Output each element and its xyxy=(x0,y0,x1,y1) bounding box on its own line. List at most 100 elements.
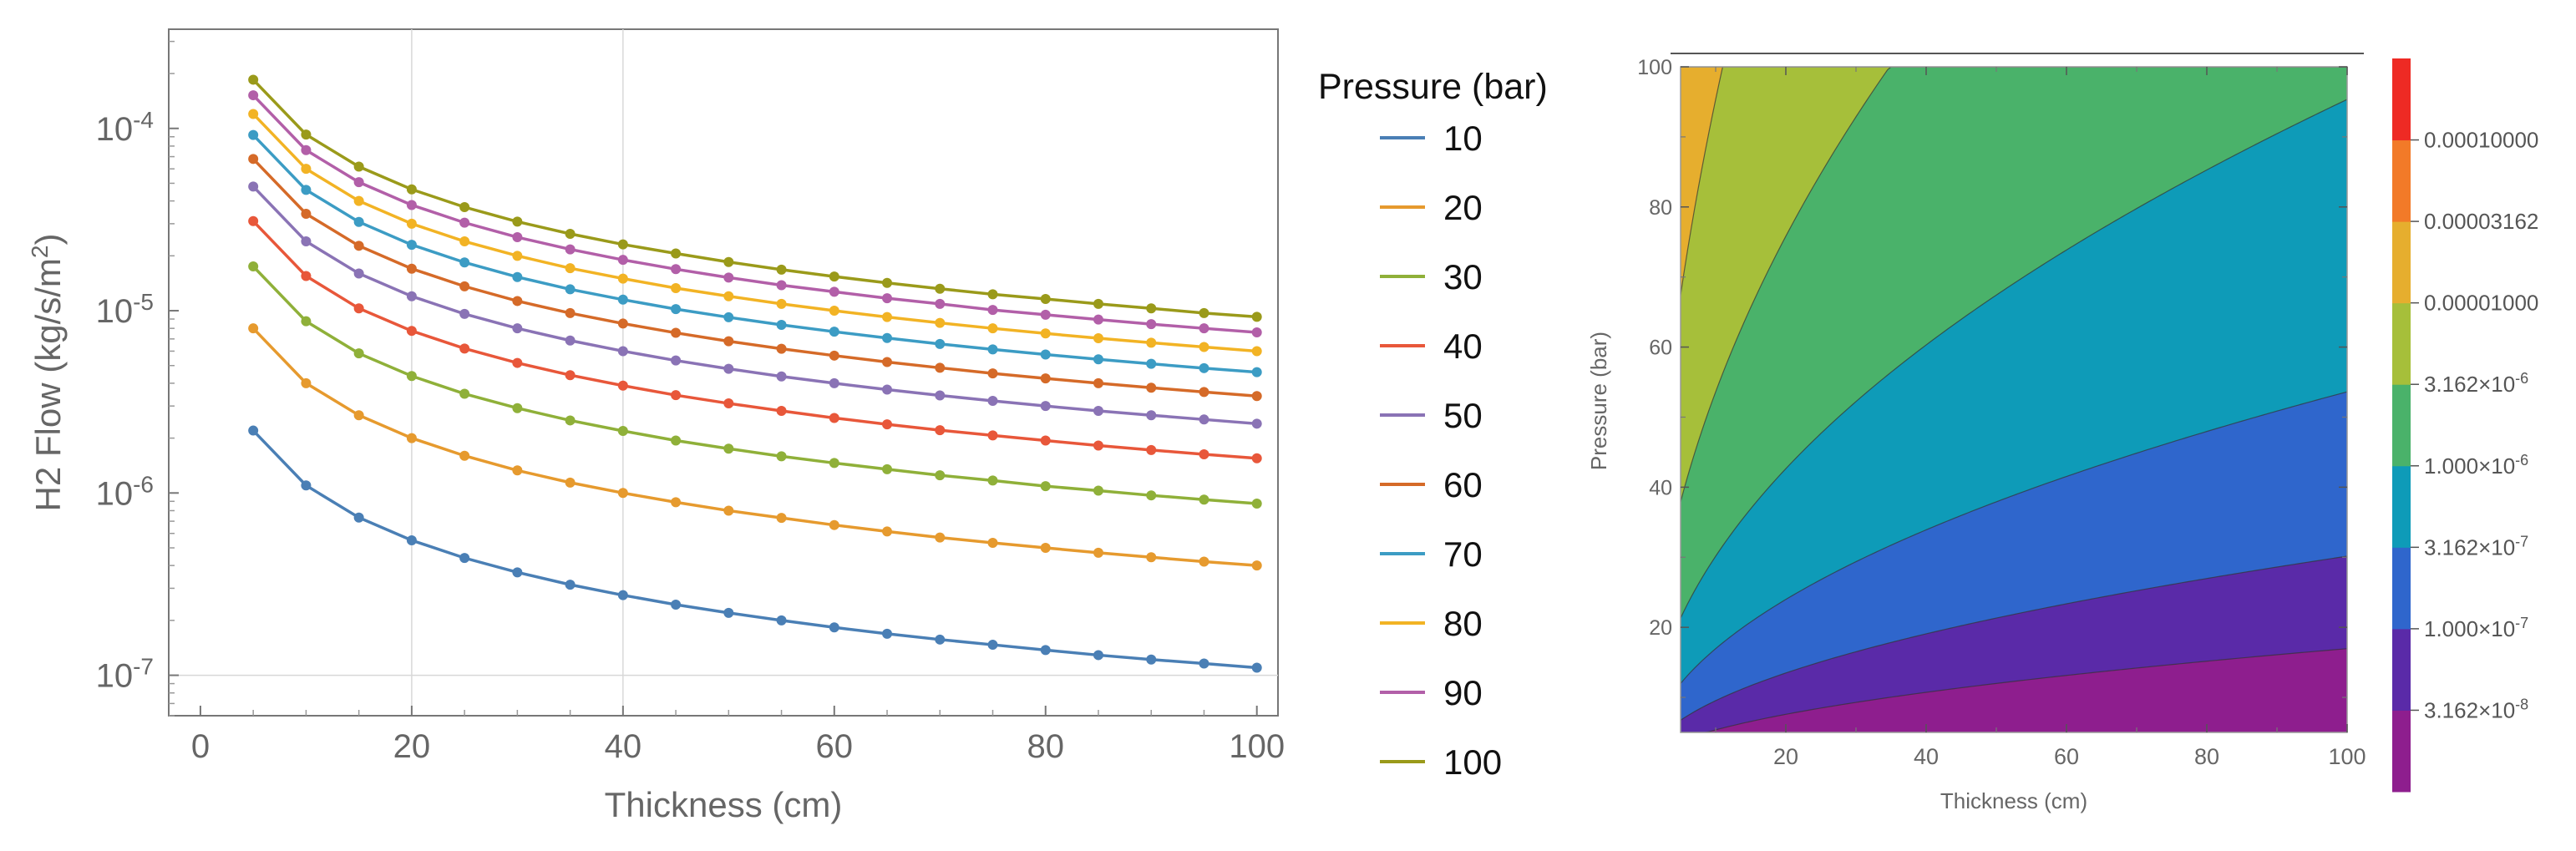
data-point xyxy=(882,312,893,322)
data-point xyxy=(353,410,364,421)
data-point xyxy=(301,129,312,140)
data-point xyxy=(671,304,682,315)
data-point xyxy=(1146,410,1157,421)
data-point xyxy=(353,512,364,523)
data-point xyxy=(723,312,734,322)
data-point xyxy=(565,580,576,590)
data-point xyxy=(1199,448,1209,459)
data-point xyxy=(776,513,787,524)
legend: Pressure (bar) 10 20 30 40 50 60 70 80 90 100 xyxy=(1318,67,1548,782)
data-point xyxy=(617,294,628,305)
data-point xyxy=(987,430,998,441)
colorbar-segment xyxy=(2392,58,2411,141)
contour-x-tick-label: 80 xyxy=(2194,744,2219,769)
data-point xyxy=(987,475,998,486)
contour-y-tick-label: 60 xyxy=(1649,337,1672,360)
contour-y-tick-label: 40 xyxy=(1649,476,1672,499)
data-point xyxy=(248,109,259,119)
data-point xyxy=(1199,494,1209,505)
data-point xyxy=(987,305,998,316)
data-point xyxy=(829,458,839,469)
data-point xyxy=(935,298,946,309)
x-axis-label: Thickness (cm) xyxy=(605,785,843,824)
contour-y-ticks: 20 40 60 80 100 xyxy=(1637,56,2347,698)
data-point xyxy=(565,335,576,346)
legend-title: Pressure (bar) xyxy=(1318,67,1548,107)
data-point xyxy=(301,236,312,247)
data-point xyxy=(353,177,364,188)
data-point xyxy=(512,403,523,413)
contour-y-tick-label: 80 xyxy=(1649,196,1672,220)
series-line-70 xyxy=(251,134,1257,374)
data-point xyxy=(723,505,734,516)
data-point xyxy=(301,164,312,175)
data-point xyxy=(301,209,312,220)
data-point xyxy=(1199,323,1209,334)
series-line-10 xyxy=(251,429,1257,670)
data-point xyxy=(406,291,417,301)
data-point xyxy=(459,236,470,247)
data-point xyxy=(512,357,523,368)
x-tick-label: 40 xyxy=(605,728,642,765)
data-point xyxy=(882,526,893,537)
data-point xyxy=(1199,658,1209,669)
data-point xyxy=(406,371,417,382)
data-point xyxy=(1146,382,1157,393)
data-point xyxy=(459,343,470,354)
data-point xyxy=(565,370,576,381)
series-line-30 xyxy=(251,265,1257,505)
x-tick-label: 100 xyxy=(1229,728,1285,765)
data-point xyxy=(829,377,839,388)
data-point xyxy=(1146,444,1157,455)
data-point xyxy=(248,425,259,436)
legend-label: 10 xyxy=(1443,119,1483,158)
series-lines xyxy=(248,74,1262,673)
data-point xyxy=(935,338,946,349)
data-point xyxy=(248,261,259,271)
data-point xyxy=(353,161,364,172)
colorbar-label: 1.000×10-7 xyxy=(2424,615,2528,641)
data-point xyxy=(248,74,259,85)
colorbar-label: 0.00001000 xyxy=(2424,291,2538,316)
data-point xyxy=(1040,349,1051,360)
colorbar-label: 3.162×10-8 xyxy=(2424,696,2528,722)
data-point xyxy=(1251,346,1262,357)
x-tick-label: 20 xyxy=(393,728,431,765)
legend-label: 80 xyxy=(1443,604,1483,643)
data-point xyxy=(671,390,682,401)
data-point xyxy=(1146,358,1157,369)
data-point xyxy=(301,480,312,491)
data-point xyxy=(776,264,787,275)
data-point xyxy=(459,450,470,461)
contour-line xyxy=(1681,555,2347,721)
data-point xyxy=(353,241,364,251)
data-point xyxy=(1040,645,1051,656)
data-point xyxy=(1251,367,1262,377)
data-point xyxy=(565,477,576,488)
data-point xyxy=(935,634,946,645)
data-point xyxy=(406,263,417,274)
data-point xyxy=(1251,560,1262,571)
data-point xyxy=(1040,401,1051,412)
data-point xyxy=(512,271,523,282)
data-point xyxy=(723,363,734,374)
colorbar-segment xyxy=(2392,302,2411,385)
data-point xyxy=(829,306,839,317)
legend-label: 100 xyxy=(1443,742,1502,782)
data-point xyxy=(459,281,470,291)
data-point xyxy=(301,271,312,281)
data-point xyxy=(617,346,628,357)
colorbar-labels: 3.162×10-8 1.000×10-7 3.162×10-7 1.000×10-6… xyxy=(2411,128,2538,722)
data-point xyxy=(1093,485,1103,496)
data-point xyxy=(1251,662,1262,673)
data-point xyxy=(512,296,523,306)
data-point xyxy=(406,534,417,545)
x-tick-label: 80 xyxy=(1027,728,1065,765)
data-point xyxy=(248,154,259,165)
data-point xyxy=(776,320,787,331)
y-axis-ticks: 10-7 10-6 10-5 10-4 xyxy=(96,40,179,717)
data-point xyxy=(1251,327,1262,338)
legend-label: 50 xyxy=(1443,396,1483,435)
contour-line xyxy=(1681,648,2347,732)
